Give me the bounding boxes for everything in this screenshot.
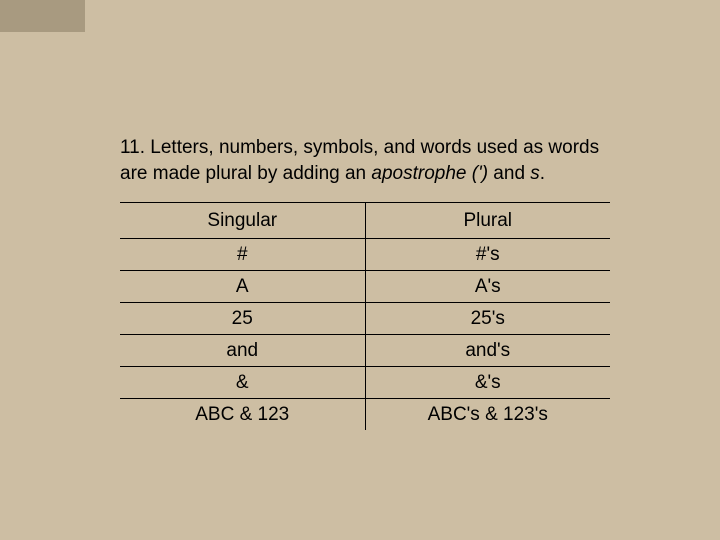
cell-plural: 25's	[365, 303, 610, 335]
cell-plural: A's	[365, 271, 610, 303]
cell-plural: ABC's & 123's	[365, 399, 610, 431]
cell-singular: #	[120, 239, 365, 271]
table-body: # #'s A A's 25 25's and and's & &'s ABC …	[120, 239, 610, 431]
cell-plural: &'s	[365, 367, 610, 399]
rule-italic2: s	[530, 163, 540, 184]
cell-plural: #'s	[365, 239, 610, 271]
rule-italic1: apostrophe (')	[371, 163, 488, 184]
corner-tab	[0, 0, 85, 32]
rule-part2: and	[488, 163, 530, 184]
table-row: & &'s	[120, 367, 610, 399]
cell-singular: A	[120, 271, 365, 303]
table-row: A A's	[120, 271, 610, 303]
cell-singular: &	[120, 367, 365, 399]
table-row: ABC & 123 ABC's & 123's	[120, 399, 610, 431]
slide-content: 11. Letters, numbers, symbols, and words…	[120, 135, 610, 430]
rule-number: 11.	[120, 137, 145, 158]
plural-table: Singular Plural # #'s A A's 25 25's and …	[120, 202, 610, 430]
cell-singular: and	[120, 335, 365, 367]
table-header-row: Singular Plural	[120, 203, 610, 239]
cell-plural: and's	[365, 335, 610, 367]
header-plural: Plural	[365, 203, 610, 239]
cell-singular: 25	[120, 303, 365, 335]
table-row: and and's	[120, 335, 610, 367]
table-row: # #'s	[120, 239, 610, 271]
table-row: 25 25's	[120, 303, 610, 335]
rule-part3: .	[540, 163, 545, 184]
cell-singular: ABC & 123	[120, 399, 365, 431]
rule-text: 11. Letters, numbers, symbols, and words…	[120, 135, 610, 186]
header-singular: Singular	[120, 203, 365, 239]
